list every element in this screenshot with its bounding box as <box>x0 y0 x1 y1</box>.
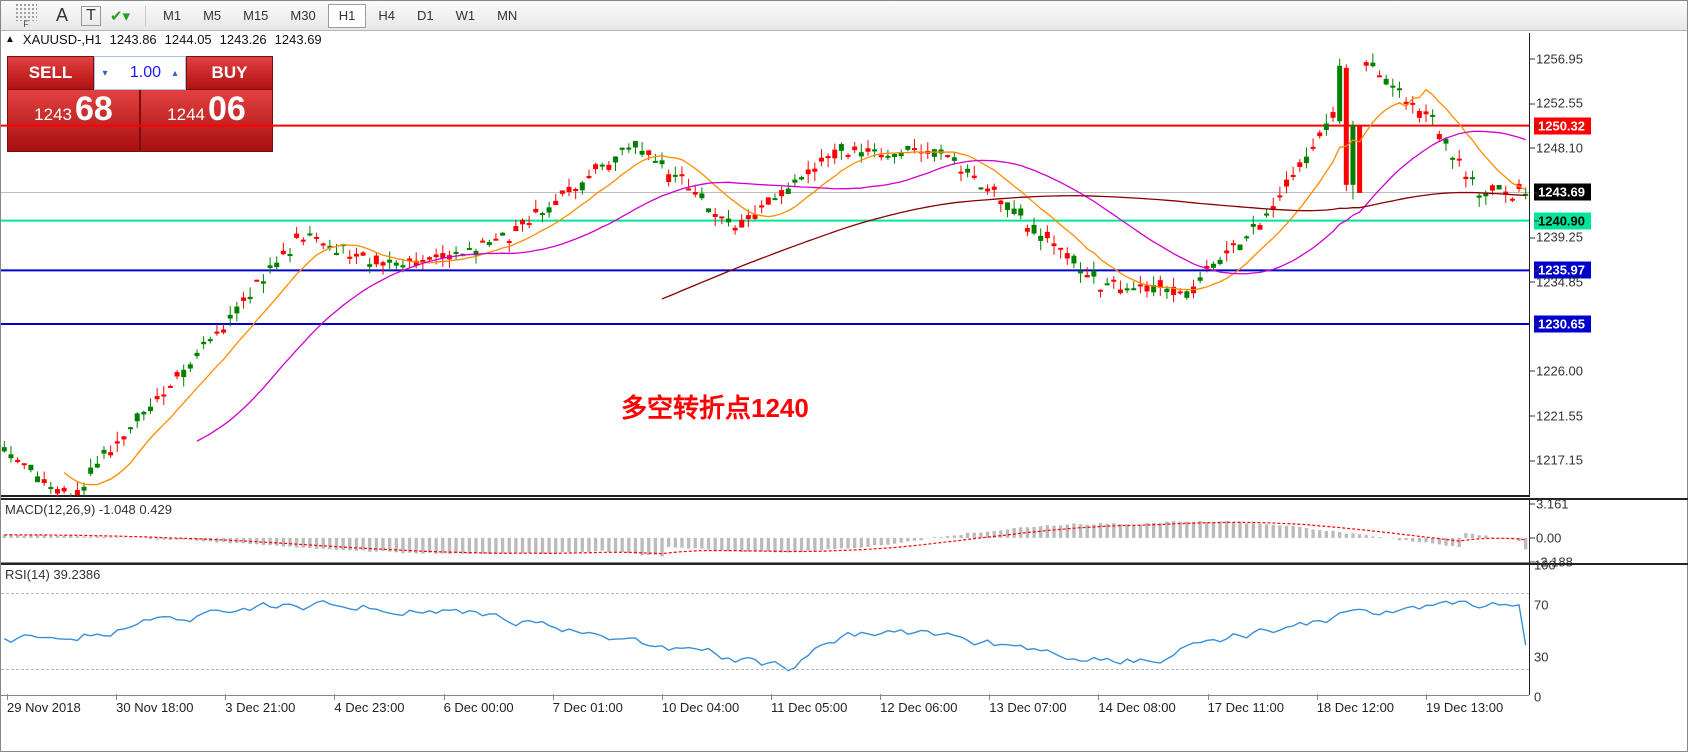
price-axis-tick-1240.9: 1240.90 <box>1534 212 1591 229</box>
date-axis-label-12: 18 Dec 12:00 <box>1317 700 1394 715</box>
rsi-axis-tick-0: 0 <box>1534 690 1541 705</box>
macd-axis-tick-3.161: 3.161 <box>1530 496 1569 511</box>
price-axis-tick-1234.85: 1234.85 <box>1530 274 1583 289</box>
rsi-gridline-70 <box>1 593 1529 594</box>
candlestick-svg <box>1 33 1529 497</box>
timeframe-button-h1[interactable]: H1 <box>328 4 367 28</box>
price-axis-tick-1217.15: 1217.15 <box>1530 453 1583 468</box>
macd-title-label: MACD(12,26,9) -1.048 0.429 <box>5 502 172 517</box>
turning-point-annotation: 多空转折点1240 <box>621 388 809 425</box>
timeframe-button-m30[interactable]: M30 <box>280 4 325 28</box>
price-axis-tick-1248.1: 1248.10 <box>1530 140 1583 155</box>
rsi-axis-labels: 100 70 30 0 <box>1529 563 1688 695</box>
price-chart-canvas[interactable]: 多空转折点1240 <box>1 33 1529 497</box>
timeframe-button-w1[interactable]: W1 <box>446 4 486 28</box>
price-axis-labels: 1256.95 1252.55 1250.32 1248.10 1243.69 1240.… <box>1529 33 1688 497</box>
date-axis-label-0: 29 Nov 2018 <box>7 700 81 715</box>
date-axis-label-6: 10 Dec 04:00 <box>662 700 739 715</box>
text-tool-icon[interactable]: T <box>81 6 101 26</box>
crosshair-tool-icon[interactable]: ✔▾ <box>103 3 137 29</box>
date-axis-label-5: 7 Dec 01:00 <box>553 700 623 715</box>
date-axis-label-9: 13 Dec 07:00 <box>989 700 1066 715</box>
chart-toolbar: F A T ✔▾ M1 M5 M15 M30 H1 H4 D1 W1 MN <box>1 1 1687 31</box>
trading-platform-window: F A T ✔▾ M1 M5 M15 M30 H1 H4 D1 W1 MN ▲ XAUUSD-,… <box>0 0 1688 752</box>
date-axis-label-10: 14 Dec 08:00 <box>1098 700 1175 715</box>
date-axis-label-13: 19 Dec 13:00 <box>1426 700 1503 715</box>
date-axis-label-2: 3 Dec 21:00 <box>225 700 295 715</box>
rsi-axis-tick-30: 30 <box>1534 650 1548 665</box>
date-axis-label-8: 12 Dec 06:00 <box>880 700 957 715</box>
timeframe-buttons: M1 M5 M15 M30 H1 H4 D1 W1 MN <box>152 4 528 28</box>
timeframe-button-h4[interactable]: H4 <box>368 4 405 28</box>
rsi-axis-tick-100: 100 <box>1534 558 1556 573</box>
price-axis-tick-1226: 1226.00 <box>1530 363 1583 378</box>
price-axis-tick-1250.32: 1250.32 <box>1534 117 1591 134</box>
grid-view-icon[interactable]: F <box>9 3 43 29</box>
date-axis-label-3: 4 Dec 23:00 <box>334 700 404 715</box>
timeframe-button-m1[interactable]: M1 <box>153 4 191 28</box>
rsi-gridline-30 <box>1 669 1529 670</box>
rsi-indicator-panel[interactable]: RSI(14) 39.2386 <box>1 563 1529 695</box>
macd-axis-tick-0.00: 0.00 <box>1530 530 1561 545</box>
price-axis-tick-1239.25: 1239.25 <box>1530 230 1583 245</box>
timeframe-button-m5[interactable]: M5 <box>193 4 231 28</box>
price-axis-tick-1256.95: 1256.95 <box>1530 51 1583 66</box>
date-axis-label-11: 17 Dec 11:00 <box>1208 700 1284 715</box>
font-color-icon[interactable]: A <box>45 3 79 29</box>
rsi-svg <box>1 565 1529 697</box>
timeframe-button-mn[interactable]: MN <box>487 4 527 28</box>
date-axis-labels: 29 Nov 2018 30 Nov 18:00 3 Dec 21:00 4 Dec … <box>1 695 1529 752</box>
date-axis-label-7: 11 Dec 05:00 <box>771 700 847 715</box>
price-axis-tick-1243.69: 1243.69 <box>1534 184 1591 201</box>
price-axis-tick-1252.55: 1252.55 <box>1530 96 1583 111</box>
rsi-title-label: RSI(14) 39.2386 <box>5 567 100 582</box>
timeframe-button-d1[interactable]: D1 <box>407 4 444 28</box>
macd-svg <box>1 500 1529 565</box>
price-axis-tick-1230.65: 1230.65 <box>1534 316 1591 333</box>
timeframe-button-m15[interactable]: M15 <box>233 4 278 28</box>
date-axis-label-4: 6 Dec 00:00 <box>444 700 514 715</box>
macd-indicator-panel[interactable]: MACD(12,26,9) -1.048 0.429 <box>1 498 1529 563</box>
date-axis-label-1: 30 Nov 18:00 <box>116 700 193 715</box>
macd-axis-labels: 3.161 0.00 -2.188 <box>1529 498 1688 563</box>
timeframe-selector: M1 M5 M15 M30 H1 H4 D1 W1 MN <box>152 1 528 30</box>
rsi-axis-tick-70: 70 <box>1534 597 1548 612</box>
price-axis-tick-1221.55: 1221.55 <box>1530 408 1583 423</box>
